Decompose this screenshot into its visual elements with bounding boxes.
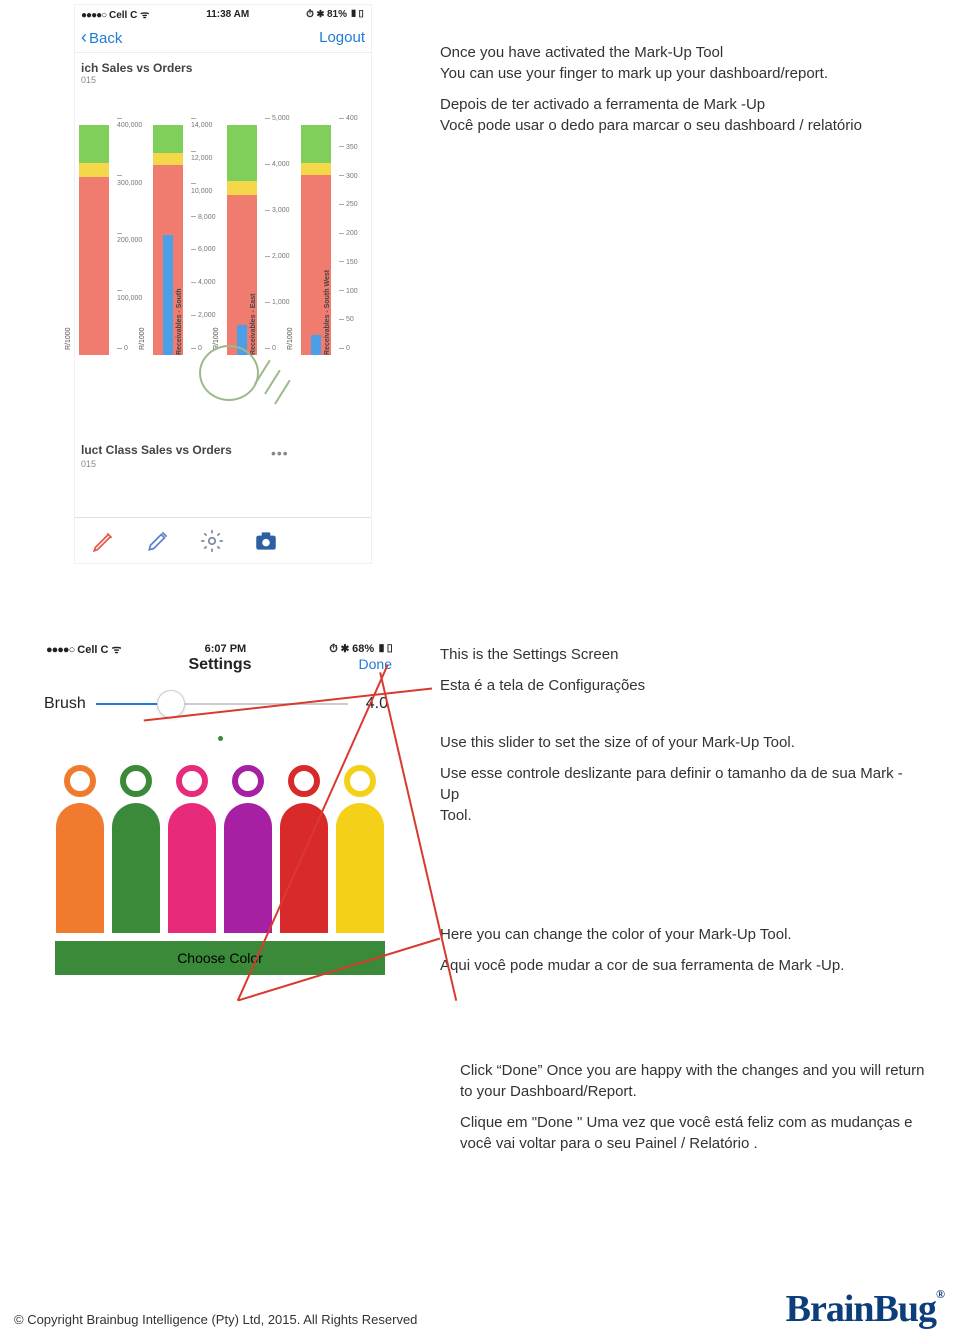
annotation-2-pt: Esta é a tela de Configurações [440,675,920,696]
highlighter-icon[interactable] [145,528,171,554]
annotation-1-pt: Depois de ter activado a ferramenta de M… [440,94,920,136]
section-title-1: ich Sales vs Orders [75,53,371,75]
bar-chart-2: R/1000Receivables - East5,0004,0003,0002… [223,115,293,355]
annotation-2: This is the Settings Screen Esta é a tel… [440,644,920,706]
back-button[interactable]: ‹Back [81,27,122,48]
slider-thumb[interactable] [157,690,185,718]
settings-screenshot: ●●●●○ Cell C ᯤ 6:07 PM ⏱ ✱ 68% ▮▯ Settin… [40,640,400,1060]
section-sub-2: 015 [81,459,96,469]
annotation-3: Use this slider to set the size of of yo… [440,732,920,836]
bar-chart-3: R/1000Receivables - South West4003503002… [297,115,367,355]
wifi-icon: ᯤ [140,10,149,21]
brush-label: Brush [44,695,86,713]
camera-icon[interactable] [253,528,279,554]
time-label: 6:07 PM [205,643,247,655]
annotation-4-pt: Aqui você pode mudar a cor de sua ferram… [440,955,920,976]
time-label: 11:38 AM [206,9,249,20]
bottom-toolbar [75,517,371,563]
overflow-menu-icon[interactable]: ••• [271,445,289,461]
charts-row: R/1000400,000300,000200,000100,0000R/100… [75,95,371,355]
section-title-2: luct Class Sales vs Orders [81,443,232,457]
brush-slider-row: Brush 4.0 [40,674,400,716]
annotation-1-en: Once you have activated the Mark-Up Tool… [440,42,920,84]
logout-button[interactable]: Logout [319,29,365,46]
dashboard-screenshot: ●●●●○ Cell C ᯤ 11:38 AM ⏱ ✱ 81% ▮▯ ‹Back… [74,4,372,564]
color-swatch[interactable] [56,765,104,933]
color-swatch[interactable] [224,765,272,933]
gear-icon[interactable] [199,528,225,554]
annotation-5-en: Click “Done” Once you are happy with the… [460,1060,940,1102]
bar-chart-0: R/1000400,000300,000200,000100,0000 [75,115,145,355]
annotation-5-pt: Clique em "Done " Uma vez que você está … [460,1112,940,1154]
bluetooth-icon: ✱ [341,643,349,655]
carrier-label: Cell C [109,10,137,21]
wifi-icon: ᯤ [112,644,122,656]
color-swatch[interactable] [168,765,216,933]
carrier-label: Cell C [77,644,108,656]
color-swatch[interactable] [336,765,384,933]
page-title: Settings [40,656,400,674]
chevron-left-icon: ‹ [81,27,87,47]
markup-circle [199,345,259,401]
footer-logo: BrainBug® [786,1287,944,1331]
annotation-2-en: This is the Settings Screen [440,644,920,665]
status-bar: ●●●●○ Cell C ᯤ 11:38 AM ⏱ ✱ 81% ▮▯ [75,5,371,23]
annotation-1: Once you have activated the Mark-Up Tool… [440,42,920,146]
annotation-3-pt: Use esse controle deslizante para defini… [440,763,920,826]
battery-label: 68% [352,643,374,655]
annotation-4: Here you can change the color of your Ma… [440,924,920,986]
annotation-4-en: Here you can change the color of your Ma… [440,924,920,945]
footer-copyright: © Copyright Brainbug Intelligence (Pty) … [14,1312,417,1327]
bar-chart-1: R/1000Receivables - South14,00012,00010,… [149,115,219,355]
annotation-3-en: Use this slider to set the size of of yo… [440,732,920,753]
nav-bar: ‹Back Logout [75,23,371,53]
section-sub-1: 015 [75,75,371,85]
battery-label: 81% [327,9,347,20]
brush-preview-dot [218,736,223,741]
color-swatch[interactable] [112,765,160,933]
bluetooth-icon: ✱ [317,9,324,20]
annotation-5: Click “Done” Once you are happy with the… [460,1060,940,1164]
markup-stroke [264,370,281,395]
markup-stroke [274,380,291,405]
pen-icon[interactable] [91,528,117,554]
color-swatches [40,765,400,933]
